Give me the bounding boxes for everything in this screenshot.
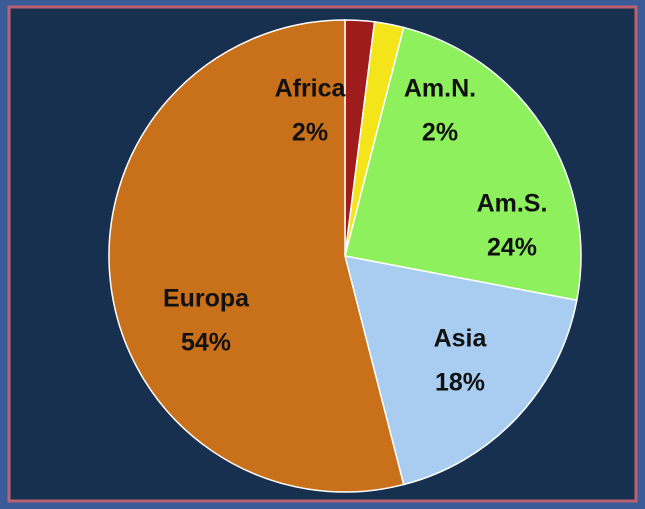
slice-label: Asia <box>434 325 488 353</box>
slice-label: Am.S. <box>477 190 548 218</box>
slice-value-label: 2% <box>422 119 458 147</box>
slice-value-label: 2% <box>292 119 328 147</box>
slice-label: Africa <box>275 75 347 103</box>
pie-slice <box>343 255 578 486</box>
slice-label: Europa <box>163 285 250 313</box>
slice-value-label: 24% <box>487 234 537 262</box>
slice-value-label: 54% <box>181 329 231 357</box>
pie-slice <box>108 19 405 493</box>
slice-label: Am.N. <box>404 75 476 103</box>
pie-slice <box>344 26 582 302</box>
slice-value-label: 18% <box>435 369 485 397</box>
